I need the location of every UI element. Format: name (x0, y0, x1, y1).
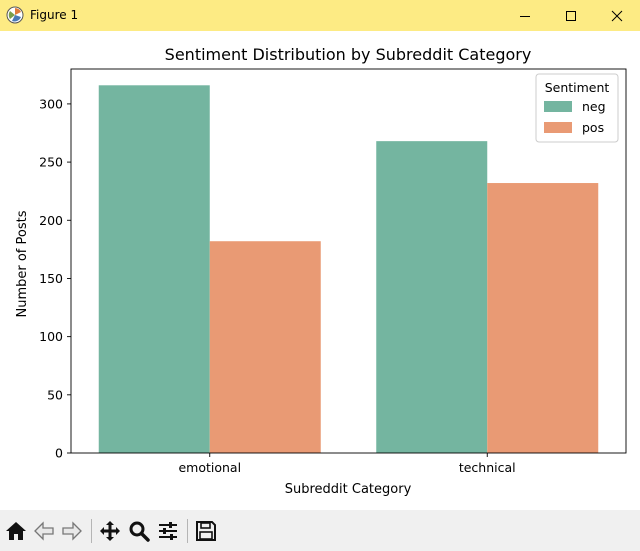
maximize-button[interactable] (548, 0, 594, 31)
x-tick-label-technical: technical (459, 460, 516, 475)
chart-title: Sentiment Distribution by Subreddit Cate… (165, 45, 532, 64)
pan-move-icon (100, 521, 120, 541)
bar-neg-technical (376, 141, 488, 453)
legend-title: Sentiment (545, 80, 610, 95)
bar-pos-emotional (209, 241, 321, 453)
close-button[interactable] (594, 0, 640, 31)
forward-button[interactable] (60, 519, 84, 543)
window-title: Figure 1 (30, 8, 79, 22)
plot-frame (70, 68, 627, 454)
x-tick-label-emotional: emotional (178, 460, 241, 475)
legend-swatch-neg (544, 101, 572, 112)
bar-chart: Sentiment Distribution by Subreddit Cate… (15, 45, 627, 497)
save-button[interactable] (194, 519, 218, 543)
back-arrow-icon (34, 521, 54, 541)
y-tick-label: 0 (55, 446, 63, 461)
y-tick-label: 200 (39, 213, 63, 228)
close-icon (611, 10, 623, 21)
y-tick-label: 50 (47, 387, 63, 402)
navigation-toolbar (0, 510, 640, 551)
x-axis-label: Subreddit Category (285, 482, 412, 497)
configure-subplots-button[interactable] (156, 519, 180, 543)
home-icon (6, 522, 26, 540)
configure-sliders-icon (159, 522, 177, 540)
zoom-magnifier-icon (129, 521, 150, 542)
y-tick-label: 150 (39, 271, 63, 286)
maximize-icon (566, 10, 576, 21)
save-floppy-icon (196, 521, 216, 541)
legend-label-neg: neg (582, 99, 606, 114)
back-button[interactable] (32, 519, 56, 543)
legend: Sentiment neg pos (535, 73, 619, 143)
matplotlib-app-icon (6, 6, 24, 24)
y-tick-label: 250 (39, 155, 63, 170)
y-axis-label: Number of Posts (15, 210, 30, 317)
forward-arrow-icon (62, 521, 82, 541)
figure-canvas[interactable]: Sentiment Distribution by Subreddit Cate… (0, 31, 640, 510)
y-tick-label: 100 (39, 329, 63, 344)
bar-pos-technical (487, 183, 599, 453)
pan-button[interactable] (98, 519, 122, 543)
home-button[interactable] (4, 519, 28, 543)
toolbar-separator (91, 519, 92, 543)
minimize-icon (520, 15, 530, 17)
bar-neg-emotional (98, 85, 210, 454)
minimize-button[interactable] (502, 0, 548, 31)
zoom-button[interactable] (127, 519, 151, 543)
toolbar-separator (187, 519, 188, 543)
window-title-bar: Figure 1 (0, 0, 640, 31)
legend-label-pos: pos (582, 120, 604, 135)
legend-swatch-pos (544, 122, 572, 133)
y-tick-label: 300 (39, 96, 63, 111)
